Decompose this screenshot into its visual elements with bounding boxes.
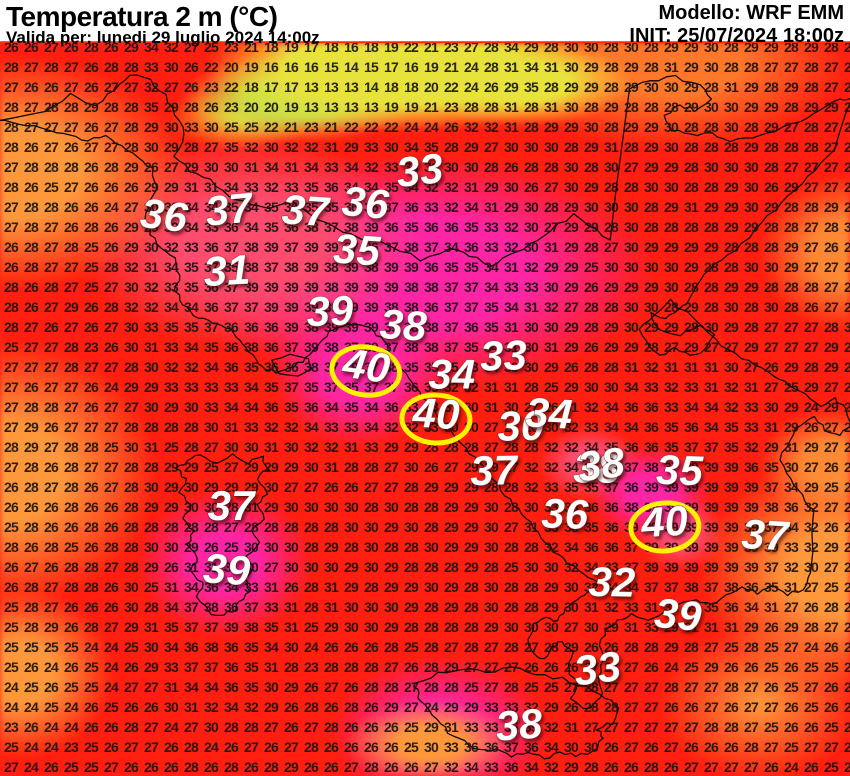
svg-text:34: 34 bbox=[524, 388, 574, 438]
svg-text:36: 36 bbox=[138, 189, 191, 242]
svg-text:33: 33 bbox=[571, 642, 623, 694]
svg-text:35: 35 bbox=[332, 225, 383, 275]
svg-text:39: 39 bbox=[306, 286, 355, 335]
svg-text:39: 39 bbox=[652, 589, 704, 640]
svg-text:40: 40 bbox=[638, 496, 689, 546]
svg-text:40: 40 bbox=[339, 339, 392, 392]
svg-text:36: 36 bbox=[541, 489, 590, 538]
svg-text:39: 39 bbox=[202, 544, 253, 594]
svg-text:33: 33 bbox=[479, 331, 527, 379]
svg-text:38: 38 bbox=[494, 699, 545, 749]
svg-text:36: 36 bbox=[340, 177, 392, 228]
svg-text:38: 38 bbox=[575, 438, 628, 491]
svg-text:33: 33 bbox=[394, 144, 446, 196]
svg-text:32: 32 bbox=[588, 558, 636, 606]
svg-text:35: 35 bbox=[655, 446, 704, 495]
svg-text:37: 37 bbox=[470, 446, 519, 494]
svg-text:31: 31 bbox=[202, 246, 251, 296]
svg-text:38: 38 bbox=[378, 300, 428, 350]
svg-text:37: 37 bbox=[208, 482, 256, 529]
svg-text:34: 34 bbox=[428, 350, 475, 397]
svg-text:37: 37 bbox=[203, 183, 256, 234]
svg-text:37: 37 bbox=[280, 185, 331, 235]
svg-text:37: 37 bbox=[740, 510, 791, 560]
